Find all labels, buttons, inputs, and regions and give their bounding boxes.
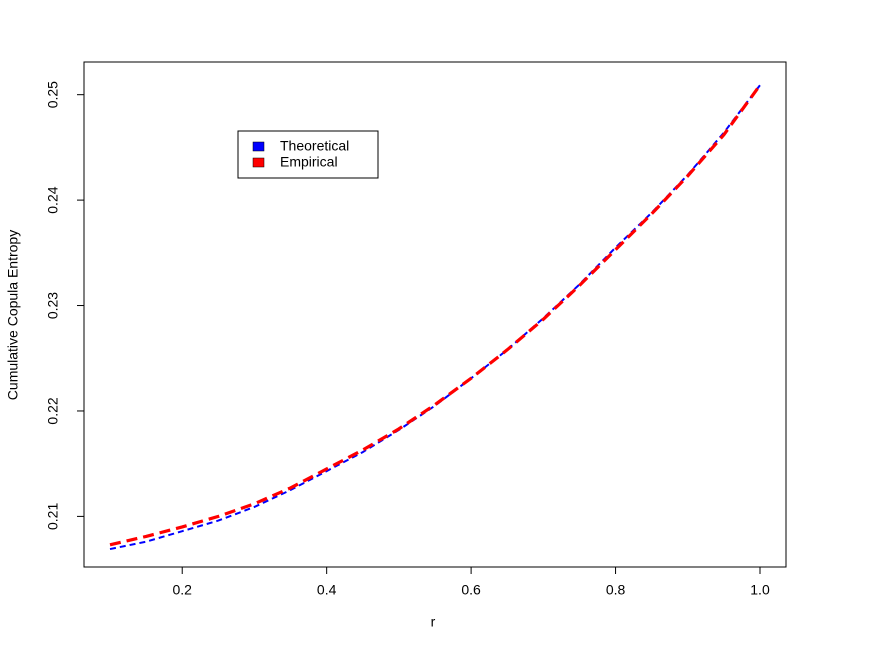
y-tick-label: 0.22 [45, 397, 61, 424]
x-tick-label: 1.0 [750, 582, 770, 598]
x-axis-label: r [431, 614, 436, 630]
y-tick-label: 0.23 [45, 292, 61, 319]
legend-label: Theoretical [280, 138, 349, 154]
legend-box [237, 130, 379, 179]
y-tick-label: 0.24 [45, 186, 61, 213]
y-tick-label: 0.25 [45, 81, 61, 108]
legend-swatch [252, 141, 265, 152]
line-series [109, 84, 761, 551]
x-tick-label: 0.2 [172, 582, 192, 598]
x-tick-label: 0.4 [317, 582, 337, 598]
legend-swatch [252, 157, 265, 168]
plot-frame [83, 61, 787, 568]
y-tick-label: 0.21 [45, 503, 61, 530]
x-tick-label: 0.8 [606, 582, 626, 598]
x-tick-label: 0.6 [461, 582, 481, 598]
y-axis-label: Cumulative Copula Entropy [5, 230, 21, 400]
line-series [109, 84, 762, 547]
legend-label: Empirical [280, 154, 338, 170]
